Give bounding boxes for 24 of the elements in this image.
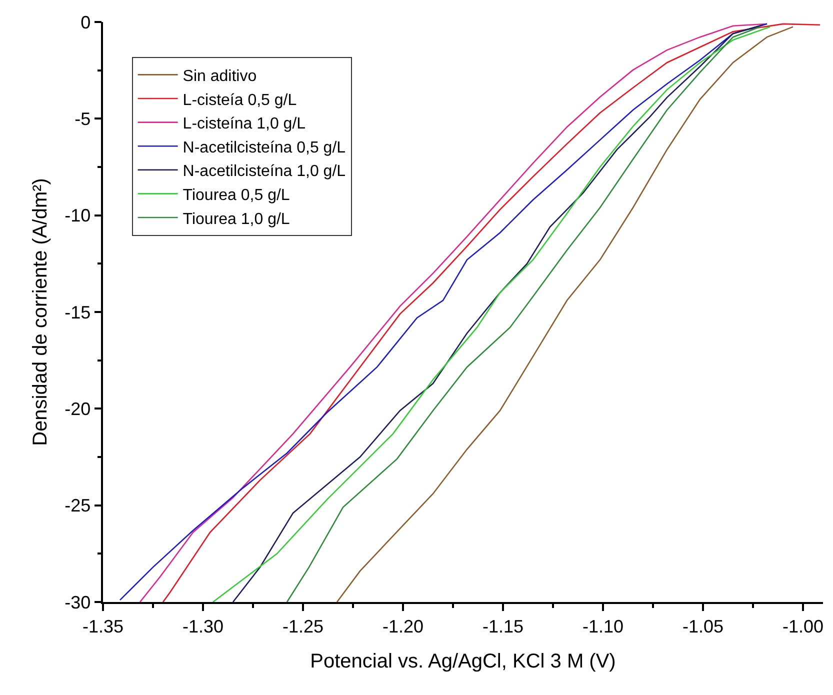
y-tick-label: -10: [64, 206, 91, 226]
legend-label: L-cisteía 0,5 g/L: [182, 92, 297, 109]
y-tick-label: -25: [64, 496, 91, 516]
y-tick-label: -5: [74, 108, 91, 129]
legend-label: L-cisteína 1,0 g/L: [182, 116, 306, 133]
y-tick-label: -20: [64, 398, 91, 419]
x-tick-label: -1.10: [582, 616, 624, 636]
x-axis-title: Potencial vs. Ag/AgCl, KCl 3 M (V): [310, 650, 616, 672]
legend-label: Tiourea 1,0 g/L: [182, 210, 290, 228]
y-axis-title: Densidad de corriente (A/dm²): [30, 178, 52, 446]
x-tick-label: -1.30: [182, 616, 224, 636]
y-tick-label: -15: [64, 302, 91, 322]
x-tick-label: -1.00: [782, 616, 824, 636]
legend-label: Sin aditivo: [182, 68, 257, 85]
y-tick-label: -30: [64, 592, 91, 612]
legend-label: N-acetilcisteína 1,0 g/L: [182, 163, 346, 180]
y-tick-label: 0: [80, 12, 91, 32]
legend-label: N-acetilcisteína 0,5 g/L: [182, 139, 346, 156]
x-tick-label: -1.20: [382, 616, 424, 636]
legend-label: Tiourea 0,5 g/L: [182, 186, 290, 204]
x-tick-label: -1.35: [82, 616, 124, 636]
x-tick-label: -1.05: [682, 616, 724, 636]
x-tick-label: -1.15: [482, 616, 524, 636]
x-tick-label: -1.25: [282, 616, 324, 636]
